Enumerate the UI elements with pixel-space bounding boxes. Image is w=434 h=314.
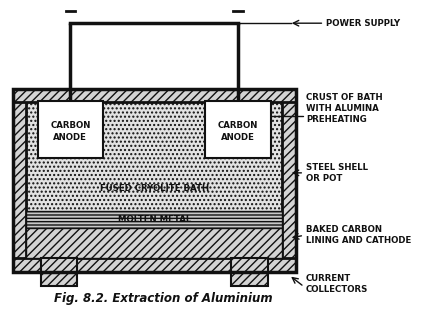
Bar — [26, 210, 282, 228]
Text: STEEL SHELL
OR POT: STEEL SHELL OR POT — [306, 163, 368, 183]
Text: POWER SUPPLY: POWER SUPPLY — [326, 19, 400, 28]
Text: FUSED CRYOLITE BATH: FUSED CRYOLITE BATH — [100, 184, 209, 193]
Bar — [13, 258, 296, 272]
Text: CARBON
ANODE: CARBON ANODE — [218, 121, 258, 142]
Bar — [282, 89, 296, 272]
Text: CARBON
ANODE: CARBON ANODE — [50, 121, 91, 142]
Text: MOLTEN METAL: MOLTEN METAL — [118, 215, 191, 224]
Bar — [26, 228, 282, 258]
Bar — [38, 100, 103, 158]
Text: CRUST OF BATH
WITH ALUMINA
PREHEATING: CRUST OF BATH WITH ALUMINA PREHEATING — [306, 93, 383, 124]
Text: CURRENT
COLLECTORS: CURRENT COLLECTORS — [306, 274, 368, 294]
Bar — [13, 89, 296, 272]
Bar — [205, 100, 271, 158]
Text: BAKED CARBON
LINING AND CATHODE: BAKED CARBON LINING AND CATHODE — [306, 225, 411, 245]
Text: Fig. 8.2. Extraction of Aluminium: Fig. 8.2. Extraction of Aluminium — [55, 292, 273, 305]
Bar — [13, 89, 26, 272]
Bar — [41, 258, 77, 286]
Bar — [13, 89, 296, 102]
Bar — [231, 258, 268, 286]
Bar — [26, 102, 282, 258]
